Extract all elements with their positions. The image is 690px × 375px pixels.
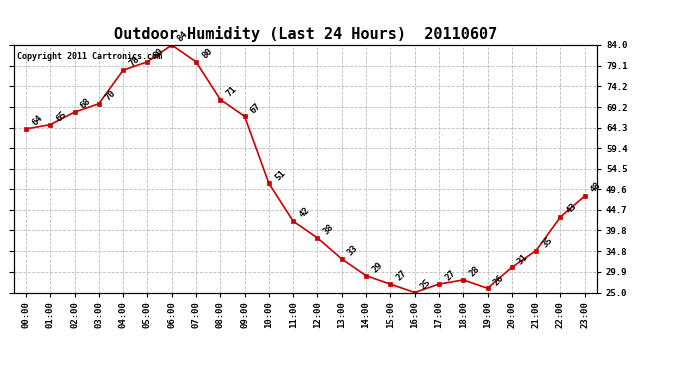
Text: 31: 31 [516,252,530,266]
Text: 25: 25 [419,277,433,291]
Text: 78: 78 [127,55,141,69]
Text: 43: 43 [564,202,578,216]
Text: 29: 29 [371,260,384,274]
Text: 28: 28 [467,264,482,279]
Text: 64: 64 [30,114,44,128]
Text: 27: 27 [443,269,457,283]
Text: 71: 71 [224,84,239,98]
Text: 38: 38 [322,223,335,237]
Text: 65: 65 [55,110,68,123]
Text: 33: 33 [346,244,360,258]
Text: 80: 80 [200,46,214,60]
Text: 42: 42 [297,206,311,220]
Text: 27: 27 [395,269,408,283]
Text: Copyright 2011 Cartronics.com: Copyright 2011 Cartronics.com [17,53,161,62]
Text: 35: 35 [540,235,554,249]
Text: 84: 84 [176,30,190,44]
Text: 48: 48 [589,181,603,195]
Text: 51: 51 [273,168,287,182]
Title: Outdoor Humidity (Last 24 Hours)  20110607: Outdoor Humidity (Last 24 Hours) 2011060… [114,27,497,42]
Text: 80: 80 [152,46,166,60]
Text: 67: 67 [249,101,263,115]
Text: 68: 68 [79,97,92,111]
Text: 26: 26 [492,273,506,287]
Text: 70: 70 [103,88,117,102]
